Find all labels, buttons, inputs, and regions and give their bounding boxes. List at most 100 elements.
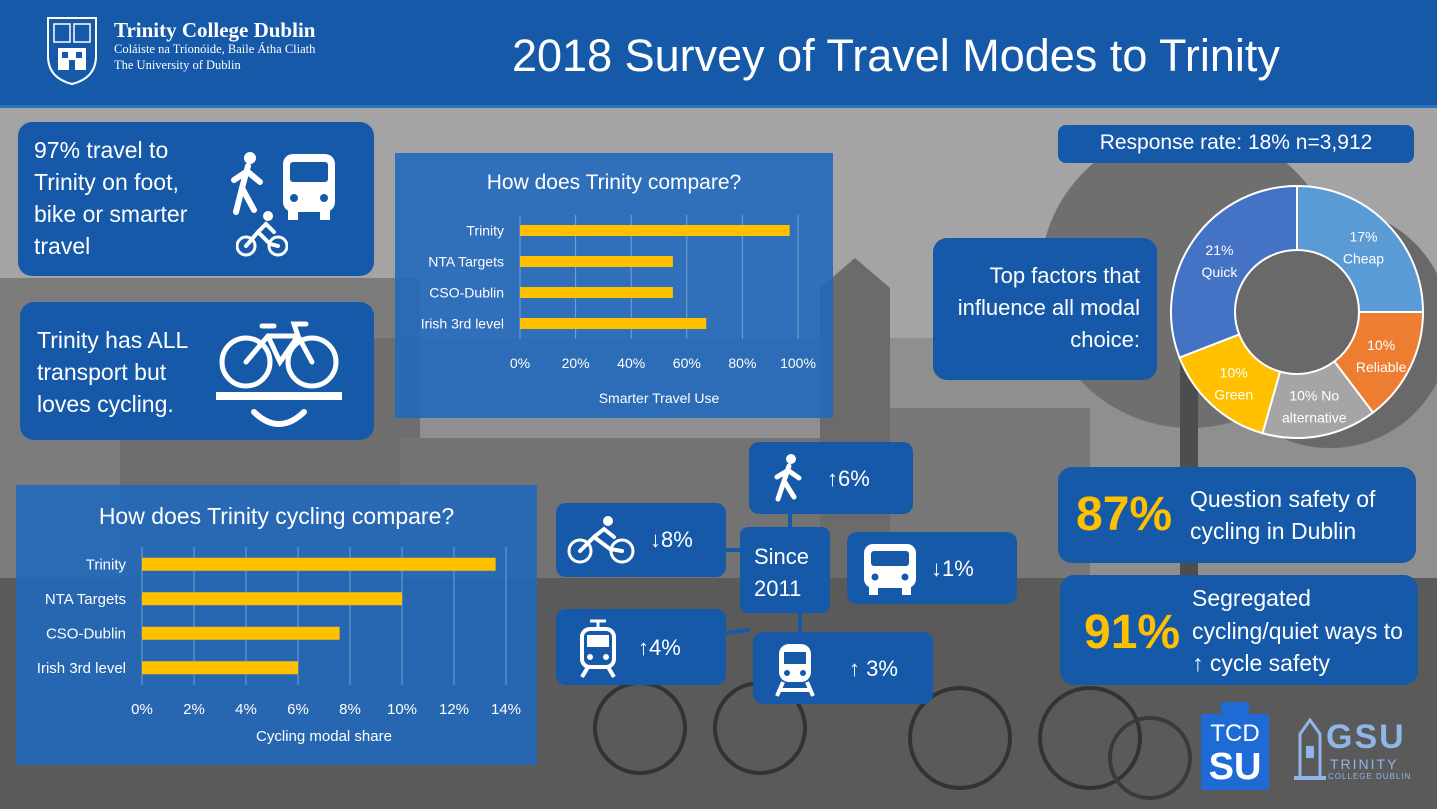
train-change-card: ↑ 3% xyxy=(753,632,933,704)
since-2011-box: Since 2011 xyxy=(740,527,830,613)
org-name-irish: Coláiste na Tríonóide, Baile Átha Cliath xyxy=(114,42,316,56)
x-tick-label: 12% xyxy=(439,701,469,718)
walking-icon xyxy=(774,454,802,502)
chart1-title: How does Trinity compare? xyxy=(486,171,742,194)
tcd-su-top: TCD xyxy=(1210,720,1260,747)
gsu-logo: GSU TRINITY COLLEGE DUBLIN xyxy=(1290,716,1430,796)
x-tick-label: 20% xyxy=(562,355,590,371)
bike-change-value: ↓8% xyxy=(650,527,693,552)
tcd-su-bottom: SU xyxy=(1208,746,1262,788)
segregated-stat-value: 91% xyxy=(1084,606,1181,659)
college-crest-icon xyxy=(47,17,97,86)
bus-small-icon xyxy=(864,544,916,595)
gsu-sub2-text: COLLEGE DUBLIN xyxy=(1328,772,1412,781)
slice-value-label: 17% xyxy=(1349,229,1377,245)
header-bar: Trinity College Dublin Coláiste na Tríon… xyxy=(0,0,1437,108)
loves-cycling-text: Trinity has ALL transport but loves cycl… xyxy=(37,327,188,417)
x-tick-label: 60% xyxy=(673,355,701,371)
campanile-icon xyxy=(1294,718,1326,780)
cycling-chart: How does Trinity cycling compare? 0% 2% 4%… xyxy=(16,485,537,765)
x-tick-label: 14% xyxy=(491,701,521,718)
bar xyxy=(142,592,402,606)
tcd-su-shape xyxy=(1201,702,1269,790)
org-name: Trinity College Dublin xyxy=(114,18,316,42)
category-label: NTA Targets xyxy=(45,591,126,608)
org-university: The University of Dublin xyxy=(114,58,241,72)
slice-value-label: 10% No xyxy=(1289,387,1339,403)
bar xyxy=(142,626,340,640)
bus-change-value: ↓1% xyxy=(931,556,974,581)
x-tick-label: 0% xyxy=(131,701,153,718)
tram-icon xyxy=(580,619,616,679)
tram-change-value: ↑4% xyxy=(638,635,681,660)
slice-value-label: 10% xyxy=(1367,337,1395,353)
x-tick-label: 2% xyxy=(183,701,205,718)
category-label: Irish 3rd level xyxy=(37,660,126,677)
factors-donut-chart: 17% Cheap 10% Reliable 10% No alternative 10% G… xyxy=(1170,184,1425,439)
bar xyxy=(520,225,790,236)
bicycle-smile-icon xyxy=(216,321,342,427)
safety-stat-text: Question safety of cycling in Dublin xyxy=(1190,486,1376,544)
page-title: 2018 Survey of Travel Modes to Trinity xyxy=(512,30,1280,81)
bar xyxy=(520,287,673,298)
x-tick-label: 80% xyxy=(728,355,756,371)
x-tick-label: 6% xyxy=(287,701,309,718)
category-label: CSO-Dublin xyxy=(46,626,126,643)
chart2-plot: 0% 2% 4% 6% 8% 10% 12% 14% Trinity NTA Targets CSO… xyxy=(37,547,521,745)
category-label: Trinity xyxy=(466,222,504,238)
category-label: CSO-Dublin xyxy=(429,284,504,300)
safety-stat-value: 87% xyxy=(1076,488,1173,541)
cyclist-icon xyxy=(236,211,288,257)
x-tick-label: 8% xyxy=(339,701,361,718)
slice-name-label: alternative xyxy=(1282,409,1347,425)
smarter-travel-card: 97% travel to Trinity on foot, bike or s… xyxy=(18,122,374,276)
x-axis-label: Smarter Travel Use xyxy=(599,390,720,406)
tcd-su-logo: TCD SU xyxy=(1199,700,1271,792)
smarter-travel-chart: How does Trinity compare? 0% 20% 40% 60% 80%… xyxy=(395,153,833,418)
bar xyxy=(520,256,673,267)
chart2-title: How does Trinity cycling compare? xyxy=(98,503,455,529)
since-2011-label: Since 2011 xyxy=(754,544,810,601)
x-tick-label: 100% xyxy=(780,355,816,371)
tram-change-card: ↑4% xyxy=(556,609,726,685)
slice-name-label: Reliable xyxy=(1356,359,1407,375)
x-tick-label: 4% xyxy=(235,701,257,718)
bar xyxy=(142,661,298,675)
segregated-stat-text: Segregated cycling/quiet ways to ↑ cycle… xyxy=(1192,585,1403,676)
train-icon xyxy=(775,644,815,697)
bus-icon xyxy=(283,154,335,220)
gsu-sub-text: TRINITY xyxy=(1330,756,1399,772)
smarter-travel-text: 97% travel to Trinity on foot, bike or s… xyxy=(34,137,188,259)
category-label: Trinity xyxy=(86,557,127,574)
bar xyxy=(520,318,707,329)
walk-change-card: ↑6% xyxy=(749,442,913,514)
top-factors-card: Top factors that influence all modal cho… xyxy=(933,238,1157,380)
bike-change-card: ↓8% xyxy=(556,503,726,577)
walk-change-value: ↑6% xyxy=(827,466,870,491)
segregated-stat-card: 91% Segregated cycling/quiet ways to ↑ c… xyxy=(1060,575,1418,685)
response-rate-text: Response rate: 18% n=3,912 xyxy=(1099,131,1373,154)
chart1-plot: 0% 20% 40% 60% 80% 100% Trinity NTA Targets CSO-… xyxy=(421,215,816,406)
donut-slice xyxy=(1170,184,1298,359)
x-tick-label: 10% xyxy=(387,701,417,718)
slice-value-label: 10% xyxy=(1220,364,1248,380)
bus-change-card: ↓1% xyxy=(847,532,1017,604)
loves-cycling-card: Trinity has ALL transport but loves cycl… xyxy=(20,302,374,440)
gsu-text: GSU xyxy=(1326,718,1406,756)
bike-icon xyxy=(567,516,635,564)
response-rate-badge: Response rate: 18% n=3,912 xyxy=(1058,125,1414,163)
slice-value-label: 21% xyxy=(1205,242,1233,258)
slice-name-label: Green xyxy=(1214,386,1253,402)
bar xyxy=(142,557,496,571)
x-tick-label: 0% xyxy=(510,355,530,371)
slice-name-label: Cheap xyxy=(1343,251,1384,267)
category-label: Irish 3rd level xyxy=(421,315,504,331)
safety-stat-card: 87% Question safety of cycling in Dublin xyxy=(1058,467,1416,563)
x-axis-label: Cycling modal share xyxy=(256,728,392,745)
top-factors-text: Top factors that influence all modal cho… xyxy=(957,263,1140,352)
train-change-value: ↑ 3% xyxy=(849,656,898,681)
donut-slice xyxy=(1296,184,1425,313)
slice-name-label: Quick xyxy=(1202,264,1239,280)
x-tick-label: 40% xyxy=(617,355,645,371)
category-label: NTA Targets xyxy=(428,253,504,269)
